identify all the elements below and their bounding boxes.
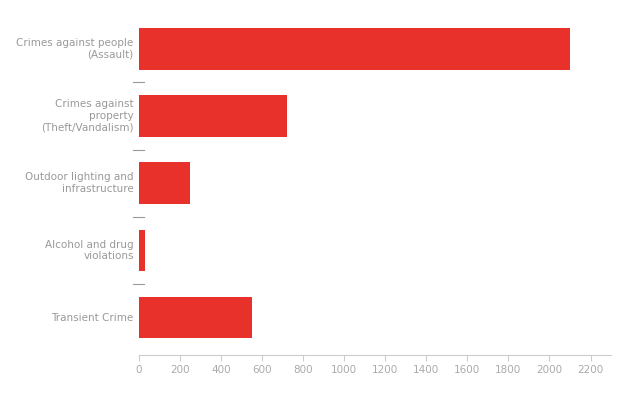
Bar <box>139 162 190 204</box>
Bar <box>139 95 287 137</box>
Bar <box>139 230 145 271</box>
Bar <box>139 297 251 338</box>
Bar <box>139 28 570 70</box>
